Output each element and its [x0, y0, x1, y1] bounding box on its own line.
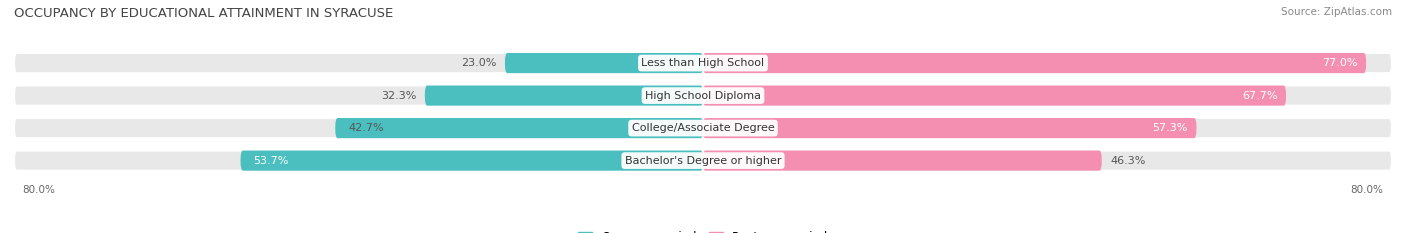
FancyBboxPatch shape	[14, 53, 1392, 73]
Text: 23.0%: 23.0%	[461, 58, 496, 68]
Text: 67.7%: 67.7%	[1241, 91, 1278, 101]
FancyBboxPatch shape	[703, 53, 1367, 73]
FancyBboxPatch shape	[14, 118, 1392, 138]
Text: 32.3%: 32.3%	[381, 91, 416, 101]
Text: 77.0%: 77.0%	[1322, 58, 1358, 68]
Text: 46.3%: 46.3%	[1111, 156, 1146, 166]
Text: 80.0%: 80.0%	[1350, 185, 1384, 195]
FancyBboxPatch shape	[703, 151, 1102, 171]
FancyBboxPatch shape	[335, 118, 703, 138]
FancyBboxPatch shape	[240, 151, 703, 171]
Text: 57.3%: 57.3%	[1153, 123, 1188, 133]
FancyBboxPatch shape	[425, 86, 703, 106]
FancyBboxPatch shape	[703, 118, 1197, 138]
Text: Source: ZipAtlas.com: Source: ZipAtlas.com	[1281, 7, 1392, 17]
Text: Bachelor's Degree or higher: Bachelor's Degree or higher	[624, 156, 782, 166]
Text: Less than High School: Less than High School	[641, 58, 765, 68]
FancyBboxPatch shape	[505, 53, 703, 73]
Text: 80.0%: 80.0%	[22, 185, 56, 195]
Legend: Owner-occupied, Renter-occupied: Owner-occupied, Renter-occupied	[572, 226, 834, 233]
Text: OCCUPANCY BY EDUCATIONAL ATTAINMENT IN SYRACUSE: OCCUPANCY BY EDUCATIONAL ATTAINMENT IN S…	[14, 7, 394, 20]
FancyBboxPatch shape	[14, 151, 1392, 171]
Text: 53.7%: 53.7%	[253, 156, 288, 166]
FancyBboxPatch shape	[14, 86, 1392, 106]
Text: College/Associate Degree: College/Associate Degree	[631, 123, 775, 133]
Text: 42.7%: 42.7%	[349, 123, 384, 133]
FancyBboxPatch shape	[703, 86, 1286, 106]
Text: High School Diploma: High School Diploma	[645, 91, 761, 101]
